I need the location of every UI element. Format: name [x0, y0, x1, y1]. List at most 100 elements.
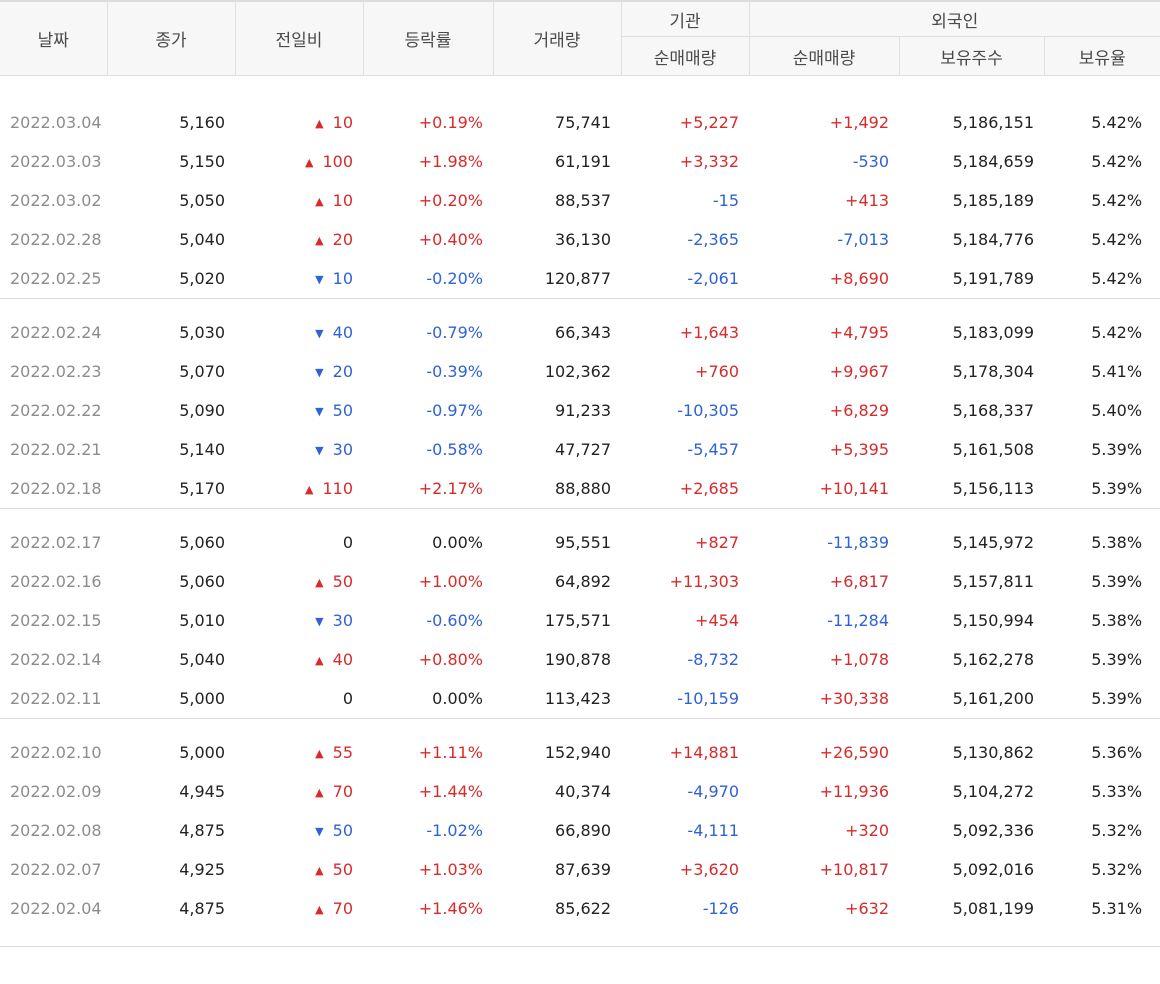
cell-foreign-holdings: 5,145,972	[952, 533, 1034, 552]
cell-foreign-ratio: 5.36%	[1091, 743, 1143, 762]
cell-foreign-net: -11,839	[827, 533, 889, 552]
cell-close: 5,160	[179, 113, 225, 132]
cell-date: 2022.02.17	[10, 533, 102, 552]
cell-foreign-holdings: 5,184,659	[952, 152, 1034, 171]
cell-close: 5,000	[179, 689, 225, 708]
header-rate: 등락률	[362, 0, 493, 76]
cell-foreign-ratio: 5.42%	[1091, 269, 1143, 288]
table-header: 날짜 종가 전일비 등락률 거래량 기관 외국인 순매매량 순매매량 보유주수 …	[0, 0, 1160, 76]
triangle-up-icon: ▲	[315, 747, 324, 760]
cell-volume: 88,880	[555, 479, 611, 498]
cell-change: ▼ 20	[235, 352, 363, 391]
cell-rate: -0.97%	[426, 401, 483, 420]
cell-rate: -0.60%	[426, 611, 483, 630]
triangle-up-icon: ▲	[304, 156, 314, 169]
cell-foreign-holdings: 5,184,776	[952, 230, 1034, 249]
cell-change-value: 50	[332, 401, 353, 420]
cell-foreign-net: +10,141	[819, 479, 889, 498]
cell-change: ▲ 70	[235, 889, 363, 928]
header-change: 전일비	[234, 0, 363, 76]
cell-close: 4,925	[179, 860, 225, 879]
cell-volume: 175,571	[544, 611, 611, 630]
cell-volume: 88,537	[555, 191, 611, 210]
cell-rate: -1.02%	[426, 821, 483, 840]
cell-change-value: 10	[332, 113, 353, 132]
triangle-up-icon: ▲	[315, 654, 324, 667]
triangle-up-icon: ▲	[315, 117, 324, 130]
cell-date: 2022.02.14	[10, 650, 102, 669]
cell-date: 2022.02.25	[10, 269, 102, 288]
header-close: 종가	[106, 0, 235, 76]
cell-foreign-ratio: 5.41%	[1091, 362, 1143, 381]
header-volume: 거래량	[492, 0, 621, 76]
cell-institution-net: +3,620	[679, 860, 739, 879]
cell-rate: +1.00%	[418, 572, 483, 591]
cell-change-value: 10	[332, 191, 353, 210]
cell-volume: 95,551	[555, 533, 611, 552]
cell-date: 2022.02.18	[10, 479, 102, 498]
cell-rate: +0.19%	[418, 113, 483, 132]
cell-foreign-ratio: 5.39%	[1091, 572, 1143, 591]
cell-date: 2022.02.11	[10, 689, 102, 708]
cell-foreign-holdings: 5,178,304	[952, 362, 1034, 381]
header-foreign-net: 순매매량	[748, 36, 899, 76]
cell-date: 2022.02.07	[10, 860, 102, 879]
cell-rate: +0.80%	[418, 650, 483, 669]
cell-close: 5,060	[179, 533, 225, 552]
cell-volume: 36,130	[555, 230, 611, 249]
header-institution-group: 기관	[620, 0, 749, 37]
cell-close: 4,945	[179, 782, 225, 801]
cell-institution-net: -4,970	[687, 782, 739, 801]
cell-rate: -0.79%	[426, 323, 483, 342]
table-row: 2022.02.24 5,030 ▼ 40 -0.79% 66,343 +1,643 +4,7…	[0, 313, 1160, 352]
cell-date: 2022.02.24	[10, 323, 102, 342]
header-institution-net: 순매매량	[620, 36, 749, 76]
cell-close: 5,040	[179, 230, 225, 249]
cell-foreign-holdings: 5,161,200	[952, 689, 1034, 708]
table-row: 2022.02.28 5,040 ▲ 20 +0.40% 36,130 -2,365 -7,0…	[0, 220, 1160, 259]
cell-rate: +1.44%	[418, 782, 483, 801]
stock-history-table: 날짜 종가 전일비 등락률 거래량 기관 외국인 순매매량 순매매량 보유주수 …	[0, 0, 1160, 947]
cell-foreign-holdings: 5,162,278	[952, 650, 1034, 669]
cell-change: 0	[235, 679, 363, 719]
table-row: 2022.02.15 5,010 ▼ 30 -0.60% 175,571 +454 -11,2…	[0, 601, 1160, 640]
cell-change: ▼ 30	[235, 601, 363, 640]
triangle-up-icon: ▲	[304, 483, 314, 496]
cell-foreign-net: -7,013	[837, 230, 889, 249]
cell-close: 5,170	[179, 479, 225, 498]
cell-foreign-net: +10,817	[819, 860, 889, 879]
table-row: 2022.03.04 5,160 ▲ 10 +0.19% 75,741 +5,227 +1,4…	[0, 103, 1160, 142]
cell-volume: 152,940	[544, 743, 611, 762]
triangle-up-icon: ▲	[315, 576, 324, 589]
cell-foreign-holdings: 5,081,199	[952, 899, 1034, 918]
cell-foreign-net: +6,829	[829, 401, 889, 420]
cell-foreign-holdings: 5,092,336	[952, 821, 1034, 840]
table-row: 2022.02.11 5,000 0 0.00% 113,423 -10,159 +30,3…	[0, 679, 1160, 719]
cell-foreign-ratio: 5.42%	[1091, 113, 1143, 132]
cell-date: 2022.02.21	[10, 440, 102, 459]
cell-date: 2022.02.15	[10, 611, 102, 630]
cell-change-value: 20	[332, 230, 353, 249]
cell-change-value: 50	[332, 821, 353, 840]
cell-change: ▼ 10	[235, 259, 363, 299]
cell-change-value: 10	[332, 269, 353, 288]
cell-foreign-holdings: 5,186,151	[952, 113, 1034, 132]
cell-volume: 91,233	[555, 401, 611, 420]
table-row: 2022.02.16 5,060 ▲ 50 +1.00% 64,892 +11,303 +6,…	[0, 562, 1160, 601]
cell-institution-net: +1,643	[679, 323, 739, 342]
cell-foreign-holdings: 5,157,811	[952, 572, 1034, 591]
cell-change: ▲ 100	[235, 142, 363, 181]
cell-institution-net: +2,685	[679, 479, 739, 498]
triangle-down-icon: ▼	[315, 825, 324, 838]
cell-foreign-ratio: 5.42%	[1091, 323, 1143, 342]
cell-foreign-ratio: 5.32%	[1091, 821, 1143, 840]
cell-foreign-net: +8,690	[829, 269, 889, 288]
cell-foreign-net: +632	[845, 899, 889, 918]
cell-date: 2022.02.04	[10, 899, 102, 918]
cell-date: 2022.02.10	[10, 743, 102, 762]
cell-institution-net: +3,332	[679, 152, 739, 171]
cell-volume: 87,639	[555, 860, 611, 879]
cell-foreign-net: +413	[845, 191, 889, 210]
triangle-down-icon: ▼	[315, 444, 324, 457]
table-row: 2022.02.09 4,945 ▲ 70 +1.44% 40,374 -4,970 +11,…	[0, 772, 1160, 811]
